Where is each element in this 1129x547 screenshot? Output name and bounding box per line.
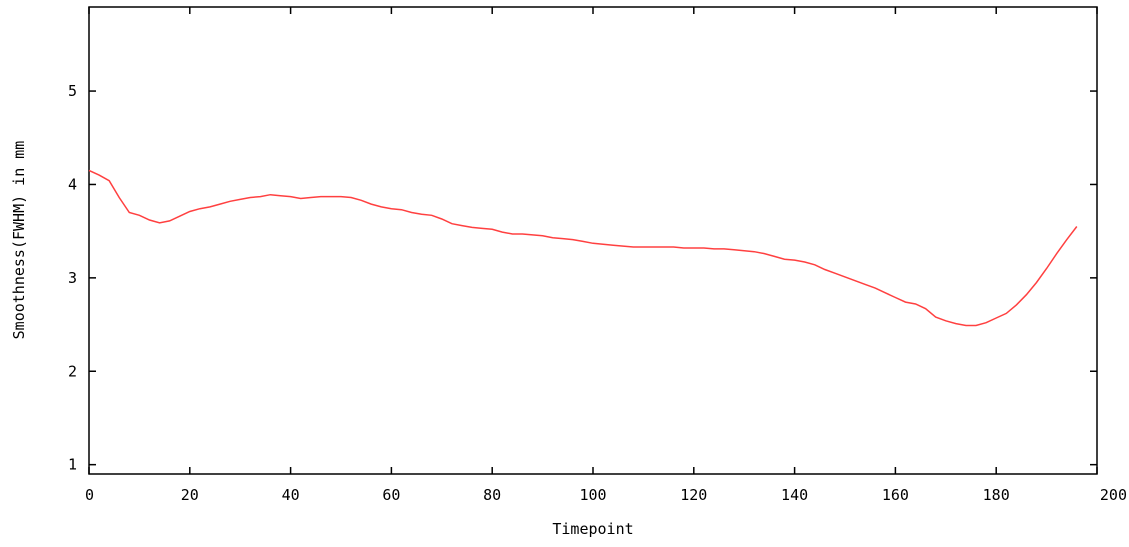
x-tick-label: 100 — [579, 486, 606, 504]
x-tick-label: 40 — [282, 486, 300, 504]
x-tick-label: 80 — [483, 486, 501, 504]
y-tick-label: 4 — [68, 175, 77, 193]
y-tick-label: 5 — [68, 82, 77, 100]
y-tick-label: 1 — [68, 456, 77, 474]
x-tick-label: 160 — [882, 486, 909, 504]
plot-frame — [88, 6, 1098, 475]
y-tick-label: 2 — [68, 362, 77, 380]
x-tick-label: 140 — [781, 486, 808, 504]
x-tick-label: 200 — [1100, 486, 1127, 504]
y-axis-label: Smoothness(FWHM) in mm — [10, 141, 28, 340]
x-tick-label: 180 — [983, 486, 1010, 504]
smoothness-series-line — [88, 169, 1078, 327]
x-tick-label: 0 — [85, 486, 94, 504]
x-tick-label: 120 — [680, 486, 707, 504]
x-tick-label: 60 — [382, 486, 400, 504]
x-axis-label: Timepoint — [552, 520, 633, 538]
y-axis-ticks: 1 2 3 4 5 — [68, 82, 1097, 474]
y-tick-label: 3 — [68, 269, 77, 287]
x-axis-ticks: 0 20 40 60 80 100 120 140 160 180 200 — [85, 7, 1127, 504]
x-tick-label: 20 — [181, 486, 199, 504]
